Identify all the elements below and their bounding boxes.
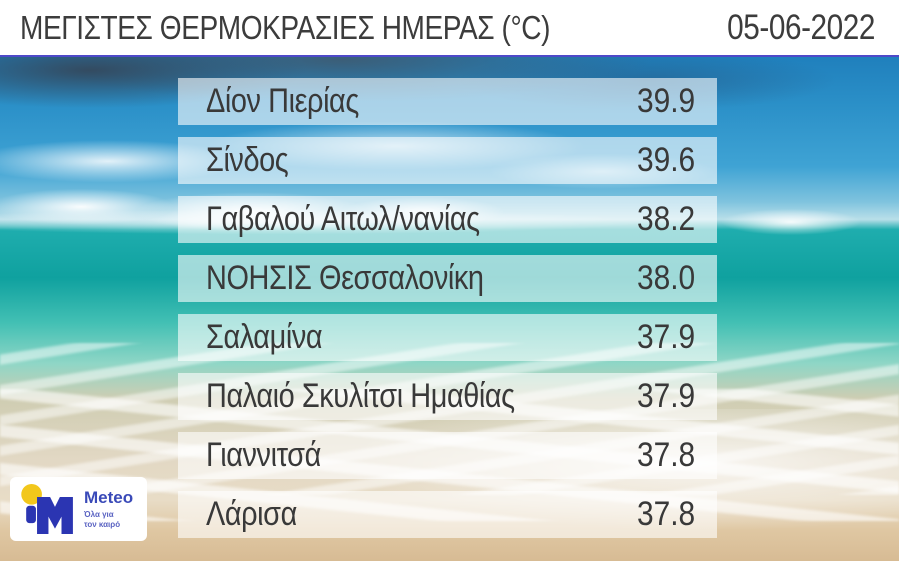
- temperature-value: 37.9: [636, 318, 695, 356]
- page-title: ΜΕΓΙΣΤΕΣ ΘΕΡΜΟΚΡΑΣΙΕΣ ΗΜΕΡΑΣ (°C): [20, 8, 551, 46]
- station-name: Σαλαμίνα: [206, 318, 323, 356]
- meteo-brand-name: Meteo: [84, 487, 134, 507]
- table-row: Σαλαμίνα 37.9: [178, 314, 717, 361]
- temperature-value: 38.0: [636, 259, 695, 297]
- temperature-value: 37.8: [636, 436, 695, 474]
- table-row: Γαβαλού Αιτωλ/νανίας 38.2: [178, 196, 717, 243]
- beach-photo-background: Δίον Πιερίας 39.9 Σίνδος 39.6 Γαβαλού Αι…: [0, 55, 899, 561]
- table-row: Δίον Πιερίας 39.9: [178, 78, 717, 125]
- station-name: Γαβαλού Αιτωλ/νανίας: [206, 200, 480, 238]
- station-name: Γιαννιτσά: [206, 436, 321, 474]
- meteo-tagline-line1: Όλα για: [84, 509, 114, 519]
- temperature-value: 39.9: [636, 82, 695, 120]
- meteo-tagline-line2: τον καιρό: [84, 519, 121, 529]
- table-row: ΝΟΗΣΙΣ Θεσσαλονίκη 38.0: [178, 255, 717, 302]
- table-row: Σίνδος 39.6: [178, 137, 717, 184]
- temperature-table: Δίον Πιερίας 39.9 Σίνδος 39.6 Γαβαλού Αι…: [178, 78, 717, 550]
- station-name: Παλαιό Σκυλίτσι Ημαθίας: [206, 377, 515, 415]
- table-row: Παλαιό Σκυλίτσι Ημαθίας 37.9: [178, 373, 717, 420]
- header-bar: ΜΕΓΙΣΤΕΣ ΘΕΡΜΟΚΡΑΣΙΕΣ ΗΜΕΡΑΣ (°C) 05-06-…: [0, 0, 899, 55]
- table-row: Γιαννιτσά 37.8: [178, 432, 717, 479]
- photo-top-border: [0, 55, 899, 57]
- temperature-value: 37.8: [636, 495, 695, 533]
- station-name: Δίον Πιερίας: [206, 82, 359, 120]
- meteo-m-icon: [21, 484, 73, 534]
- table-row: Λάρισα 37.8: [178, 491, 717, 538]
- meteo-tagline: Όλα για τον καιρό: [84, 510, 133, 530]
- meteo-logo-card: Meteo Όλα για τον καιρό: [10, 477, 147, 541]
- station-name: ΝΟΗΣΙΣ Θεσσαλονίκη: [206, 259, 484, 297]
- date-label: 05-06-2022: [727, 7, 875, 47]
- temperature-value: 37.9: [636, 377, 695, 415]
- temperature-value: 39.6: [636, 141, 695, 179]
- temperature-value: 38.2: [636, 200, 695, 238]
- station-name: Λάρισα: [206, 495, 297, 533]
- station-name: Σίνδος: [206, 141, 289, 179]
- meteo-logo-text: Meteo Όλα για τον καιρό: [84, 489, 133, 530]
